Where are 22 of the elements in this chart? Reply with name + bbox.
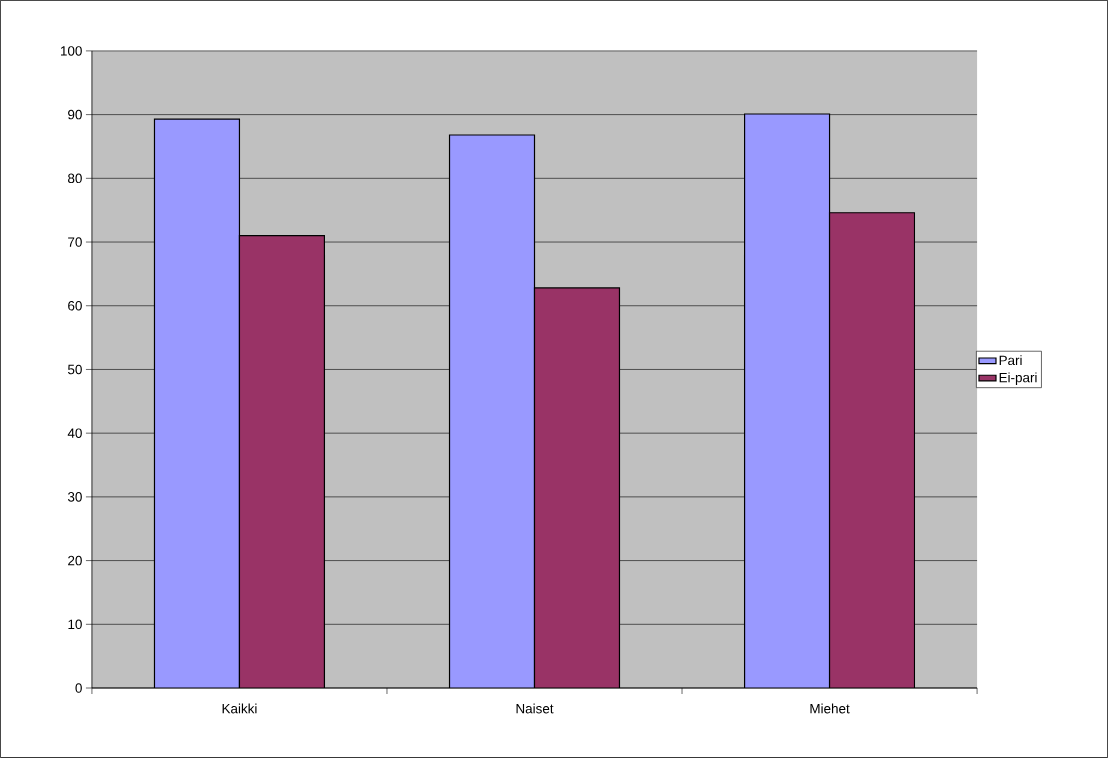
legend-label: Pari	[999, 355, 1022, 366]
bar	[534, 287, 620, 689]
bar	[828, 212, 916, 689]
y-tick-label: 70	[68, 237, 82, 247]
y-tick-label: 20	[68, 555, 82, 566]
y-tick-label: 30	[67, 492, 82, 502]
y-tick-label: 80	[68, 173, 82, 184]
y-tick-label: 100	[60, 46, 82, 56]
y-tick-label: 60	[68, 301, 82, 311]
x-tick-label: Miehet	[810, 703, 850, 714]
legend-label: Ei-pari	[999, 372, 1037, 386]
y-tick-label: 90	[68, 109, 82, 120]
y-tick-label: 40	[67, 428, 82, 438]
bar	[449, 135, 535, 689]
y-tick-label: 50	[67, 364, 82, 375]
x-tick-label: Naiset	[516, 703, 554, 714]
x-tick-label: Kaikki	[222, 703, 257, 714]
bar	[154, 119, 240, 689]
bar	[743, 113, 831, 689]
y-tick-label: 10	[68, 619, 82, 630]
bar	[239, 235, 325, 689]
y-tick-label: 0	[75, 683, 82, 693]
